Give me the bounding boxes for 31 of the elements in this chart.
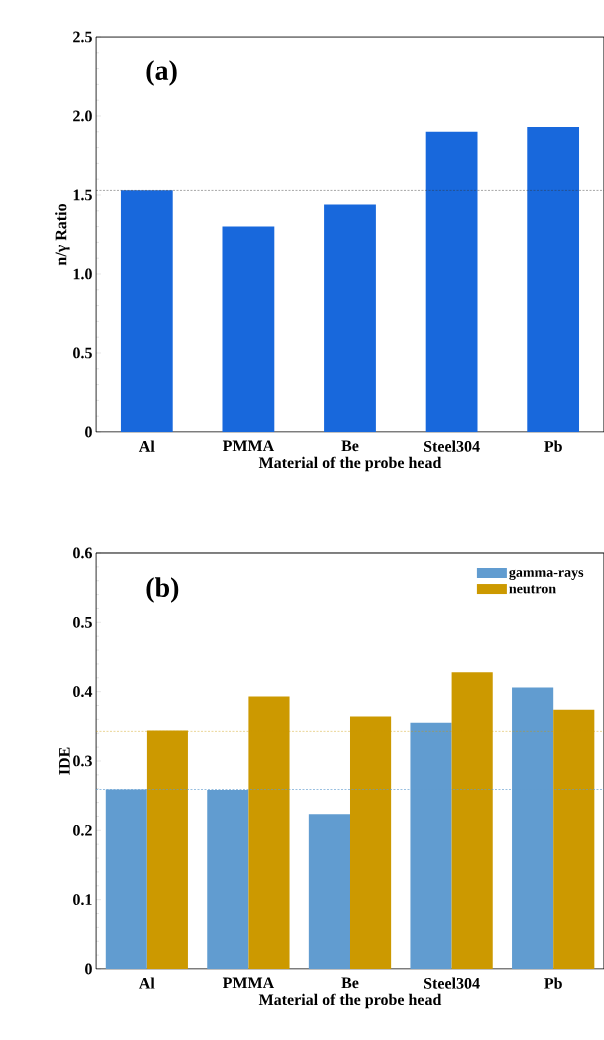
y-tick-label: 0.6 [73, 547, 92, 559]
x-tick-label: Pb [544, 977, 562, 989]
y-tick-label: 0.3 [73, 755, 92, 767]
y-tick-label: 0 [85, 963, 92, 975]
annotation: (b) [146, 577, 179, 603]
y-tick-label: 2.0 [73, 110, 92, 122]
legend-label: gamma-rays [509, 569, 584, 580]
y-tick-label: 0.5 [73, 347, 92, 359]
y-tick-label: 0.1 [73, 894, 92, 906]
x-tick-label: Steel304 [424, 440, 480, 452]
y-tick-label: 2.5 [73, 31, 92, 43]
annotation: (a) [146, 60, 177, 86]
y-tick-label: 1.0 [73, 268, 92, 280]
y-tick-label: 0 [85, 426, 92, 438]
x-tick-label: Al [138, 440, 155, 452]
x-tick-label: Be [341, 440, 359, 452]
x-tick-label: Steel304 [424, 977, 480, 989]
x-tick-label: Al [138, 977, 155, 989]
legend-label: neutron [509, 585, 556, 594]
x-tick-label: Be [341, 977, 359, 989]
x-tick-label: PMMA [222, 977, 275, 989]
y-axis-title: n/γ Ratio [55, 204, 70, 266]
x-axis-title: Material of the probe head [258, 456, 442, 472]
y-tick-label: 1.5 [73, 189, 92, 201]
y-tick-label: 0.2 [73, 824, 92, 836]
x-axis-title: Material of the probe head [258, 993, 442, 1009]
x-tick-label: PMMA [222, 440, 275, 452]
x-tick-label: Pb [544, 440, 562, 452]
y-tick-label: 0.4 [73, 686, 93, 698]
y-axis-title: IDE [59, 747, 70, 775]
y-tick-label: 0.5 [73, 616, 92, 628]
